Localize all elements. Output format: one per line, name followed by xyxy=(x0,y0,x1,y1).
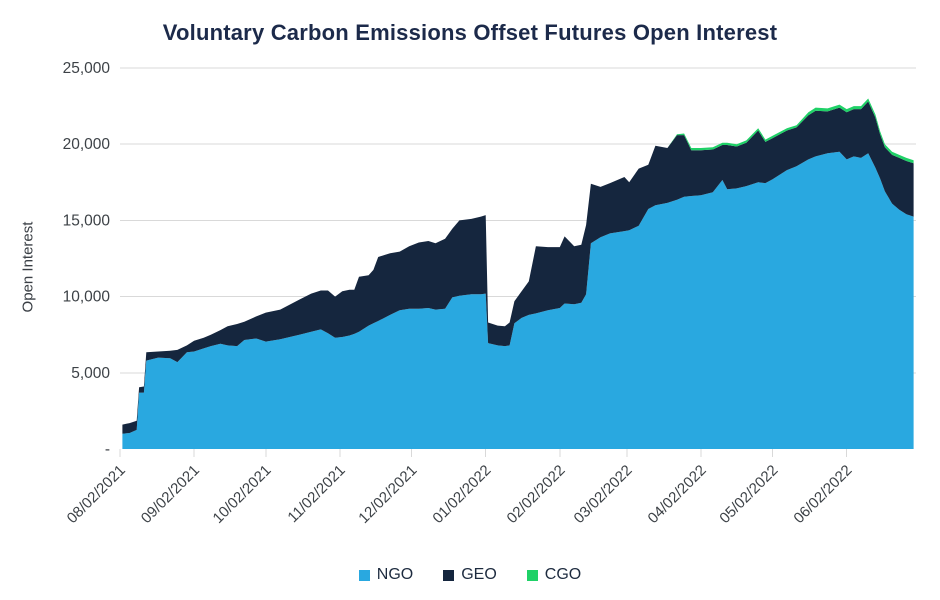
legend-item-cgo: CGO xyxy=(526,566,582,584)
y-tick-label: 15,000 xyxy=(63,212,111,229)
x-tick-label: 04/02/2022 xyxy=(645,462,710,527)
legend-item-ngo: NGO xyxy=(358,566,414,584)
legend-label: NGO xyxy=(376,566,414,583)
legend-item-geo: GEO xyxy=(443,566,497,584)
y-tick-label: 20,000 xyxy=(63,136,111,153)
legend-label: GEO xyxy=(461,566,497,583)
x-tick-label: 09/02/2021 xyxy=(138,462,203,527)
y-tick-label: 10,000 xyxy=(63,289,111,306)
x-tick-label: 10/02/2021 xyxy=(210,462,275,527)
x-tick-label: 08/02/2021 xyxy=(64,462,129,527)
legend-label: CGO xyxy=(544,566,582,583)
legend: NGO GEO CGO xyxy=(0,566,940,584)
area-ngo xyxy=(122,151,914,450)
area-geo xyxy=(122,101,914,434)
x-tick-label: 11/02/2021 xyxy=(284,462,348,526)
x-tick-label: 03/02/2022 xyxy=(571,462,636,527)
x-tick-label: 01/02/2022 xyxy=(429,462,494,527)
chart-title: Voluntary Carbon Emissions Offset Future… xyxy=(162,20,778,45)
y-tick-label: - xyxy=(105,441,110,458)
legend-swatch-geo xyxy=(443,569,455,581)
x-tick-label: 02/02/2022 xyxy=(504,462,569,527)
x-tick-label: 05/02/2022 xyxy=(716,462,781,527)
y-tick-label: 25,000 xyxy=(63,60,111,77)
legend-swatch-ngo xyxy=(358,569,370,581)
x-tick-label: 12/02/2021 xyxy=(355,462,420,527)
y-tick-label: 5,000 xyxy=(71,365,110,382)
legend-swatch-cgo xyxy=(526,569,538,581)
x-tick-label: 06/02/2022 xyxy=(790,462,855,527)
